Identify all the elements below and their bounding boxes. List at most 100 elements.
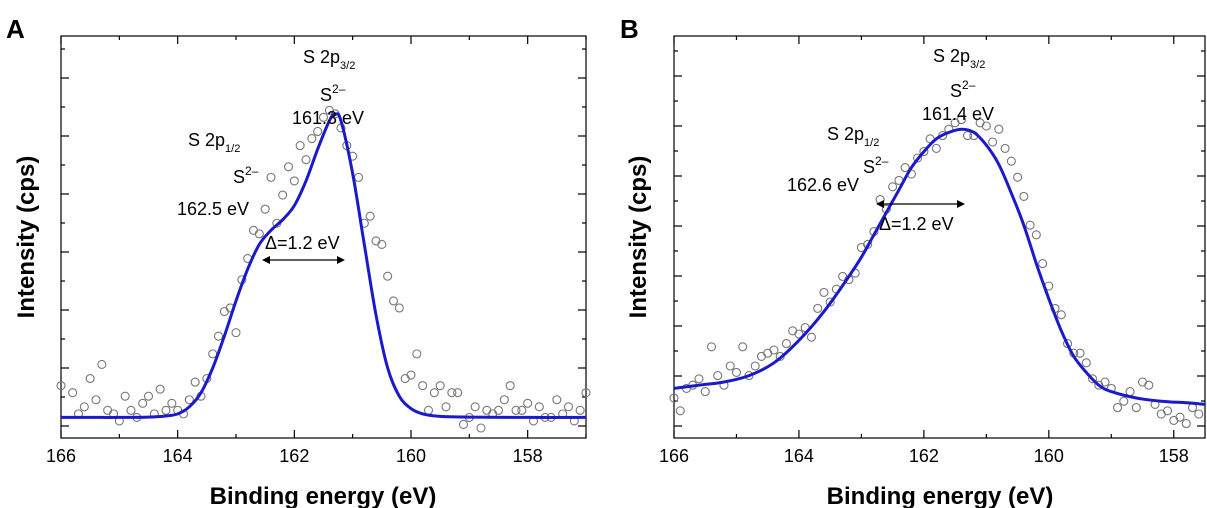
panel-a-y-ticks <box>61 48 586 427</box>
data-point <box>963 131 973 141</box>
data-point <box>981 121 991 131</box>
panel-a-plot-frame <box>60 35 587 439</box>
data-point <box>706 342 717 352</box>
data-point <box>913 153 923 163</box>
data-point <box>260 204 270 214</box>
panel-b-y-ticks <box>674 50 1205 427</box>
data-point <box>307 133 317 144</box>
data-point <box>888 182 898 192</box>
data-point <box>435 381 445 391</box>
panel-b-peak1-ion: S2– <box>950 78 976 101</box>
data-point <box>806 332 816 342</box>
data-point <box>377 239 387 249</box>
data-point <box>120 391 130 401</box>
data-point <box>694 374 704 384</box>
data-point <box>161 405 171 415</box>
data-point <box>143 391 154 401</box>
panel-a-peak2-ion: S2– <box>233 164 259 187</box>
data-point <box>231 328 241 338</box>
data-point <box>769 345 779 355</box>
data-point <box>167 398 177 408</box>
data-point <box>1000 143 1010 153</box>
data-point <box>511 405 521 415</box>
panel-a-x-axis-title: Binding energy (eV) <box>210 483 437 508</box>
panel-a-splitting-arrow <box>262 256 345 264</box>
panel-b-peak2-orbital: S 2p1/2 <box>827 124 879 149</box>
data-point <box>1175 412 1185 422</box>
data-point <box>1144 380 1154 390</box>
panel-b-fit-line <box>673 127 1206 406</box>
data-point <box>750 361 760 371</box>
data-point <box>458 419 469 430</box>
panel-a-x-ticks: 166 164 162 160 158 <box>46 36 587 466</box>
data-point <box>1125 387 1135 397</box>
x-tick-label: 164 <box>163 446 193 466</box>
data-point <box>813 303 823 313</box>
data-point <box>447 388 457 398</box>
data-point <box>278 190 288 200</box>
data-point <box>731 367 742 377</box>
data-point <box>470 402 480 412</box>
data-point <box>429 388 439 398</box>
data-point <box>190 377 200 387</box>
panel-a: A 166 164 162 160 158 Binding energy (eV) In… <box>6 14 591 508</box>
data-point <box>1112 403 1123 413</box>
panel-b-peak2-ion: S2– <box>863 154 889 177</box>
data-point <box>91 395 101 405</box>
panel-b-x-axis-title: Binding energy (eV) <box>827 483 1054 508</box>
data-point <box>534 402 544 412</box>
data-point <box>819 287 829 297</box>
data-point <box>900 163 910 173</box>
data-point <box>581 388 591 398</box>
panel-b-peak1-orbital: S 2p3/2 <box>933 46 985 71</box>
data-point <box>248 225 259 235</box>
data-point <box>266 172 276 182</box>
x-tick-label: 162 <box>279 446 309 466</box>
data-point <box>353 172 364 182</box>
data-point <box>1056 310 1066 320</box>
panel-a-peak2-orbital: S 2p1/2 <box>188 130 240 155</box>
data-point <box>794 329 804 339</box>
panel-b-splitting-label: Δ=1.2 eV <box>879 214 954 234</box>
data-point <box>371 236 381 246</box>
data-point <box>219 306 229 317</box>
data-point <box>517 405 527 415</box>
data-point <box>725 361 735 371</box>
data-point <box>988 137 998 147</box>
data-point <box>1181 419 1191 429</box>
data-point <box>1025 220 1035 230</box>
x-tick-label: 164 <box>784 446 814 466</box>
panel-b-data-points <box>669 115 1204 429</box>
panel-a-letter: A <box>6 14 25 44</box>
panel-a-peak1-energy: 161.3 eV <box>292 108 364 128</box>
data-point <box>97 359 107 370</box>
data-point <box>1006 156 1016 166</box>
data-point <box>563 402 574 412</box>
data-point <box>318 112 329 122</box>
data-point <box>675 406 685 416</box>
data-point <box>1075 348 1085 358</box>
data-point <box>412 349 422 359</box>
panel-b-y-axis-title: Intensity (cps) <box>625 156 652 319</box>
data-point <box>138 398 148 408</box>
data-point <box>738 342 748 352</box>
panel-b-letter: B <box>620 14 639 44</box>
data-point <box>523 398 533 408</box>
data-point <box>482 405 492 415</box>
panel-a-data-points <box>56 105 591 433</box>
panel-a-peak1-orbital: S 2p3/2 <box>303 47 355 72</box>
panel-b-x-ticks: 166 164 162 160 158 <box>659 36 1189 466</box>
data-point <box>1013 172 1023 182</box>
data-point <box>1131 403 1141 413</box>
data-point <box>289 176 299 186</box>
panel-b-splitting-arrow <box>876 200 965 208</box>
x-tick-label: 166 <box>46 446 76 466</box>
x-tick-label: 158 <box>513 446 543 466</box>
data-point <box>213 331 224 341</box>
data-point <box>295 141 305 151</box>
data-point <box>388 296 399 306</box>
data-point <box>68 388 78 398</box>
panel-a-y-axis-title: Intensity (cps) <box>13 156 40 319</box>
data-point <box>476 423 486 433</box>
